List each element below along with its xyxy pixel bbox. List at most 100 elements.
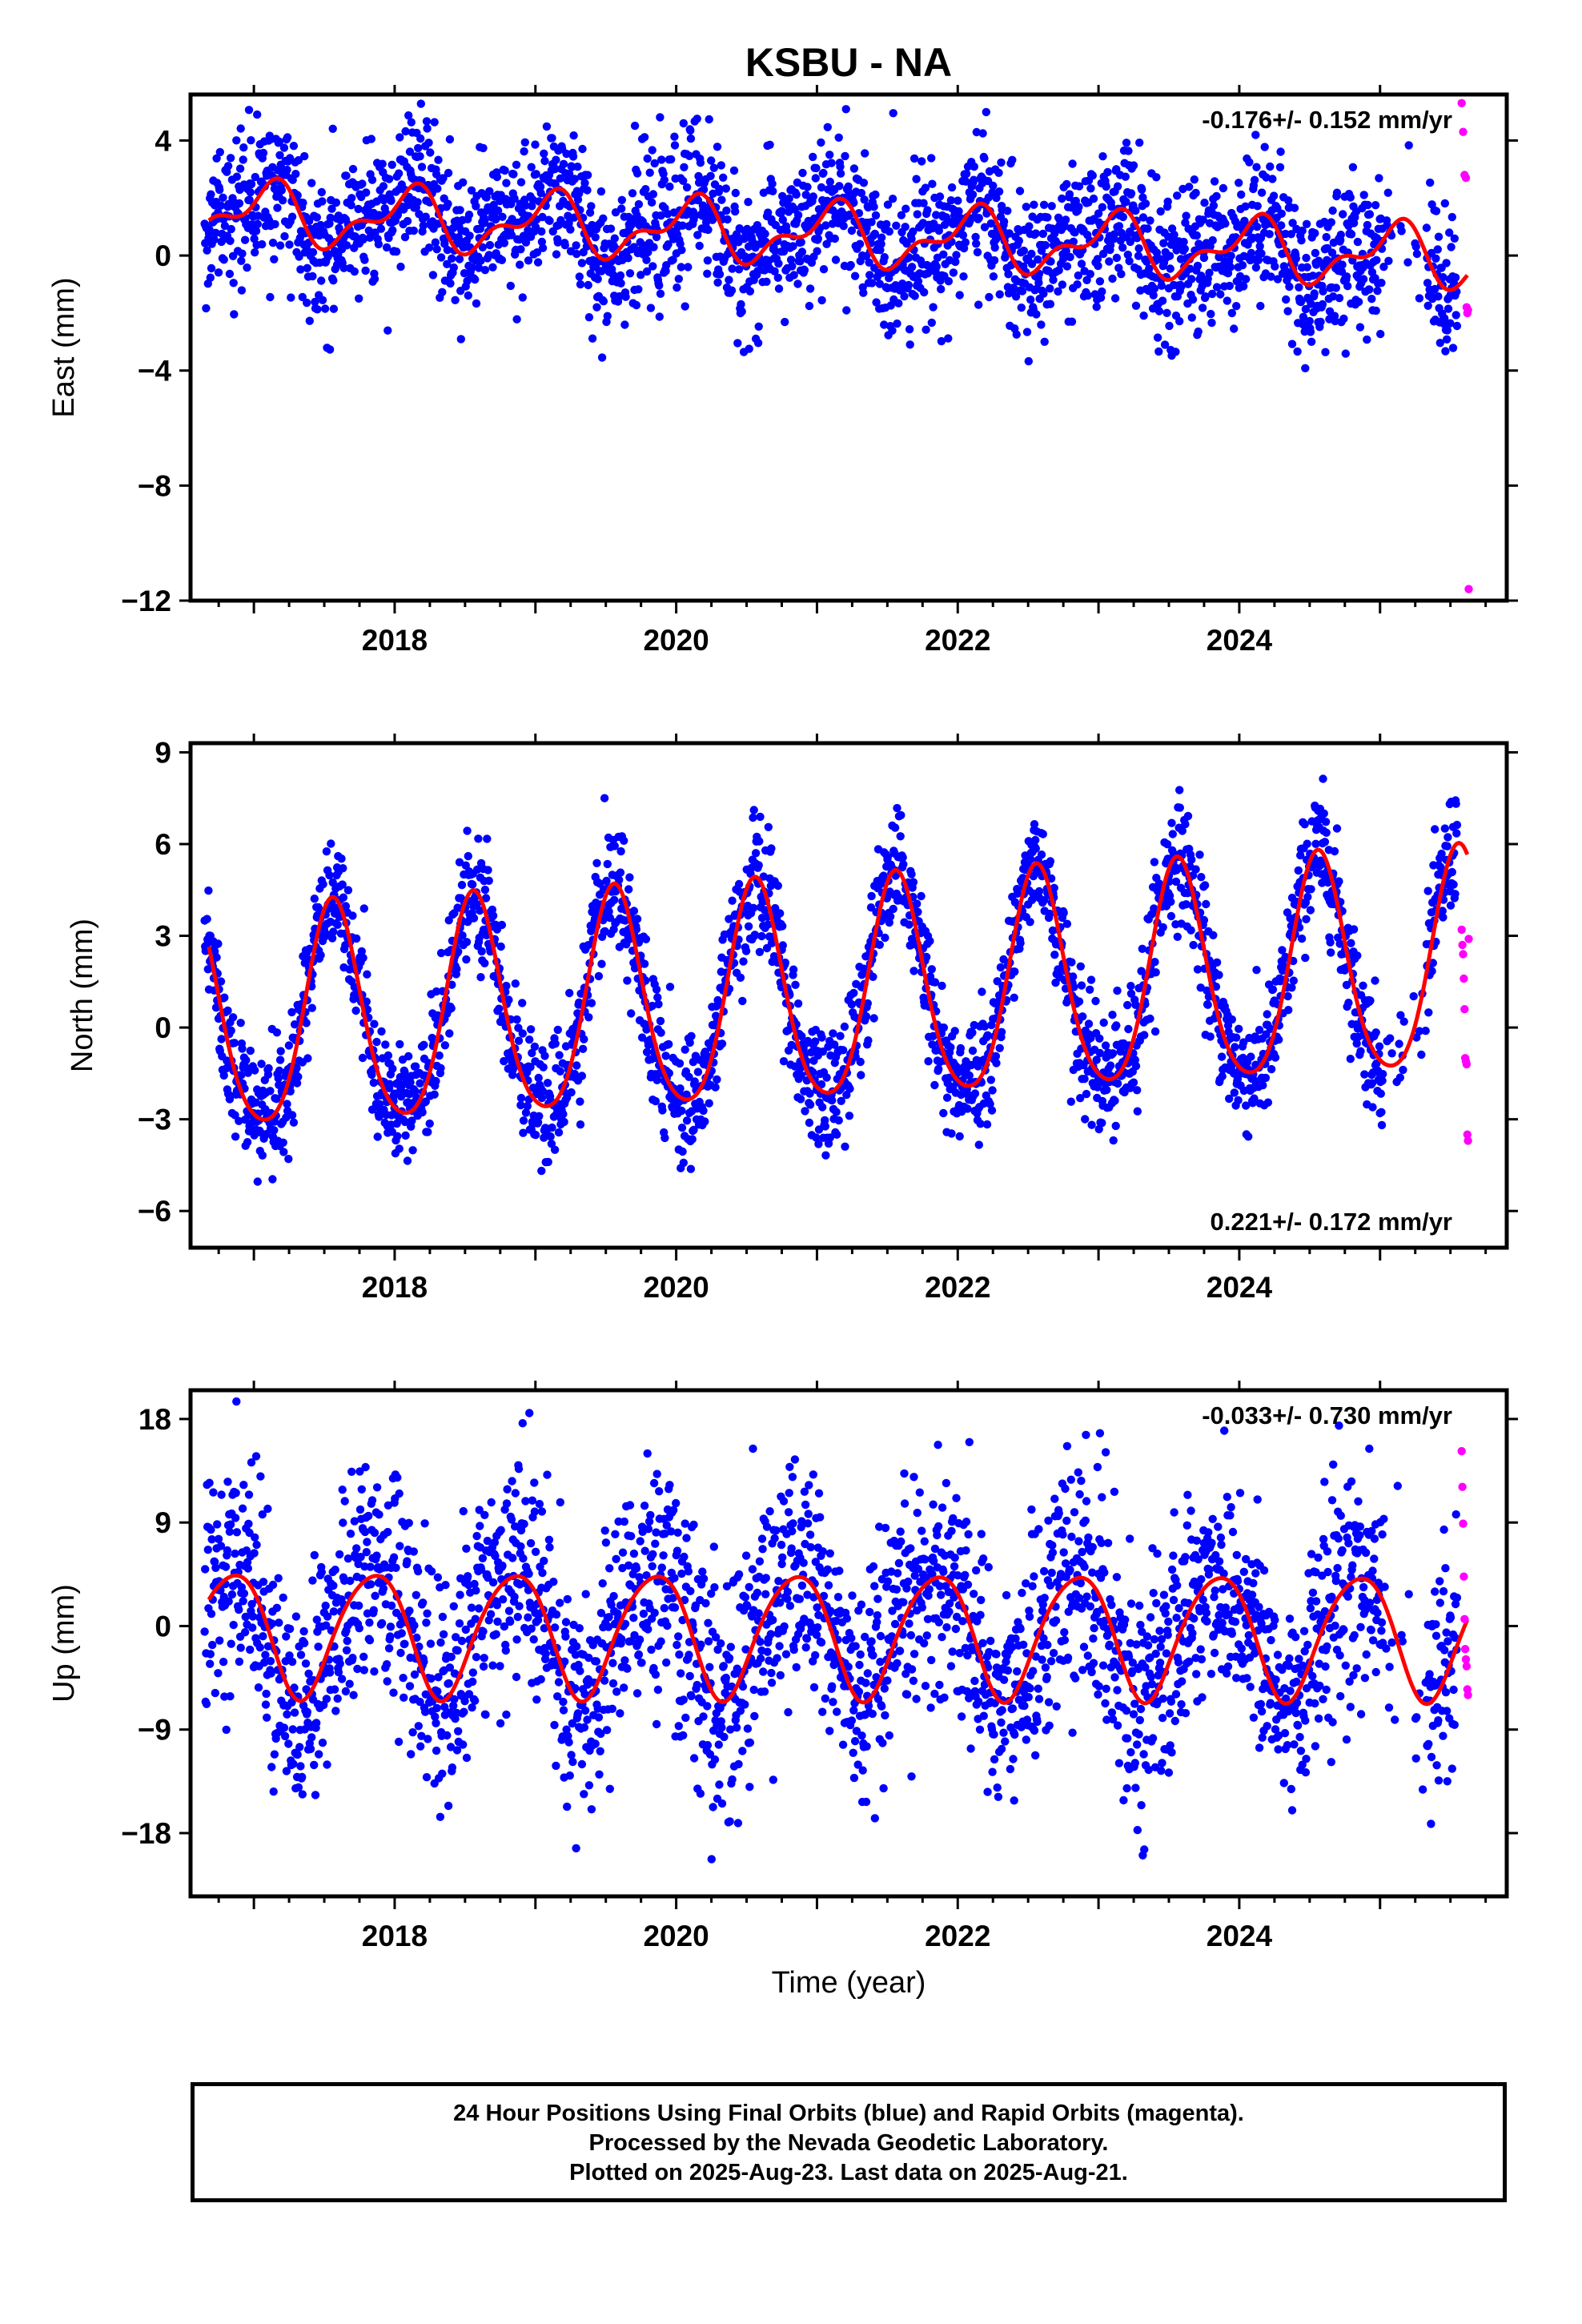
final-orbit-point [805,1089,814,1098]
final-orbit-point [436,1063,445,1073]
final-orbit-point [1133,1086,1142,1095]
final-orbit-point [565,988,574,998]
final-orbit-point [395,1144,404,1153]
final-orbit-point [361,266,370,275]
final-orbit-point [706,171,715,180]
final-orbit-point [1150,858,1159,866]
final-orbit-point [836,162,845,171]
final-orbit-point [236,1019,245,1027]
final-orbit-point [339,864,347,873]
final-orbit-point [888,195,897,203]
final-orbit-point [901,204,910,213]
final-orbit-point [673,283,681,292]
final-orbit-point [493,206,503,215]
final-orbit-point [740,235,749,243]
final-orbit-point [317,187,326,197]
final-orbit-point [526,1063,535,1072]
final-orbit-point [400,232,410,242]
final-orbit-point [913,899,921,908]
final-orbit-point [1363,335,1371,344]
final-orbit-point [324,250,333,259]
final-orbit-point [520,138,529,147]
final-orbit-point [1447,212,1457,222]
final-orbit-point [910,292,919,300]
final-orbit-point [424,243,434,252]
final-orbit-point [570,175,579,183]
final-orbit-point [325,870,334,880]
final-orbit-point [934,226,944,235]
final-orbit-point [1322,232,1331,242]
final-orbit-point [357,947,366,956]
final-orbit-point [351,1006,360,1015]
final-orbit-point [1330,846,1339,856]
final-orbit-point [809,152,817,162]
y-axis-label: East (mm) [47,277,81,417]
final-orbit-point [942,1093,952,1102]
final-orbit-point [754,322,763,331]
final-orbit-point [432,987,441,996]
final-orbit-point [1095,1048,1105,1058]
final-orbit-point [1142,257,1151,266]
final-orbit-point [693,1068,703,1076]
final-orbit-point [544,1157,552,1167]
final-orbit-point [239,155,247,164]
final-orbit-point [734,265,744,274]
final-orbit-point [1263,1010,1271,1019]
final-orbit-point [962,177,970,186]
final-orbit-point [1108,274,1117,283]
final-orbit-point [994,998,1002,1007]
final-orbit-point [207,190,215,199]
final-orbit-point [1306,906,1315,915]
final-orbit-point [837,1096,845,1106]
rapid-orbit-point [1461,173,1471,183]
final-orbit-point [593,275,602,283]
final-orbit-point [1268,175,1277,183]
final-orbit-point [1284,196,1293,205]
final-orbit-point [717,161,725,170]
final-orbit-point [1046,257,1055,266]
final-orbit-point [575,272,584,281]
final-orbit-point [219,255,228,264]
final-orbit-point [1095,277,1105,286]
final-orbit-point [1235,1024,1243,1034]
final-orbit-point [686,1164,696,1173]
final-orbit-point [333,920,342,930]
final-orbit-point [1200,881,1210,890]
final-orbit-point [778,941,787,950]
final-orbit-point [937,336,946,346]
final-orbit-point [1165,321,1174,331]
final-orbit-point [721,184,730,193]
final-orbit-point [989,272,998,281]
final-orbit-point [929,303,938,312]
final-orbit-point [888,326,897,335]
final-orbit-point [445,135,455,144]
final-orbit-point [1019,246,1029,255]
final-orbit-point [550,1145,560,1155]
final-orbit-point [1087,1120,1096,1129]
final-orbit-point [856,1057,865,1067]
final-orbit-point [636,271,645,279]
final-orbit-point [370,1019,379,1028]
final-orbit-point [588,334,597,343]
final-orbit-point [623,976,632,985]
final-orbit-point [1149,291,1158,300]
final-orbit-point [1282,295,1291,304]
final-orbit-point [239,143,248,152]
final-orbit-point [538,1087,548,1096]
final-orbit-point [227,1026,235,1035]
final-orbit-point [358,1053,367,1063]
final-orbit-point [303,263,311,272]
final-orbit-point [1311,839,1320,849]
final-orbit-point [476,906,484,915]
final-orbit-point [500,239,509,247]
final-orbit-point [847,1000,857,1009]
final-orbit-point [875,940,885,950]
final-orbit-point [430,1090,439,1099]
final-orbit-point [539,1063,548,1072]
final-orbit-point [1108,1049,1118,1058]
final-orbit-point [500,1056,508,1066]
final-orbit-point [1434,292,1443,301]
final-orbit-point [1011,292,1021,301]
final-orbit-point [243,1068,252,1077]
final-orbit-point [289,1118,299,1127]
